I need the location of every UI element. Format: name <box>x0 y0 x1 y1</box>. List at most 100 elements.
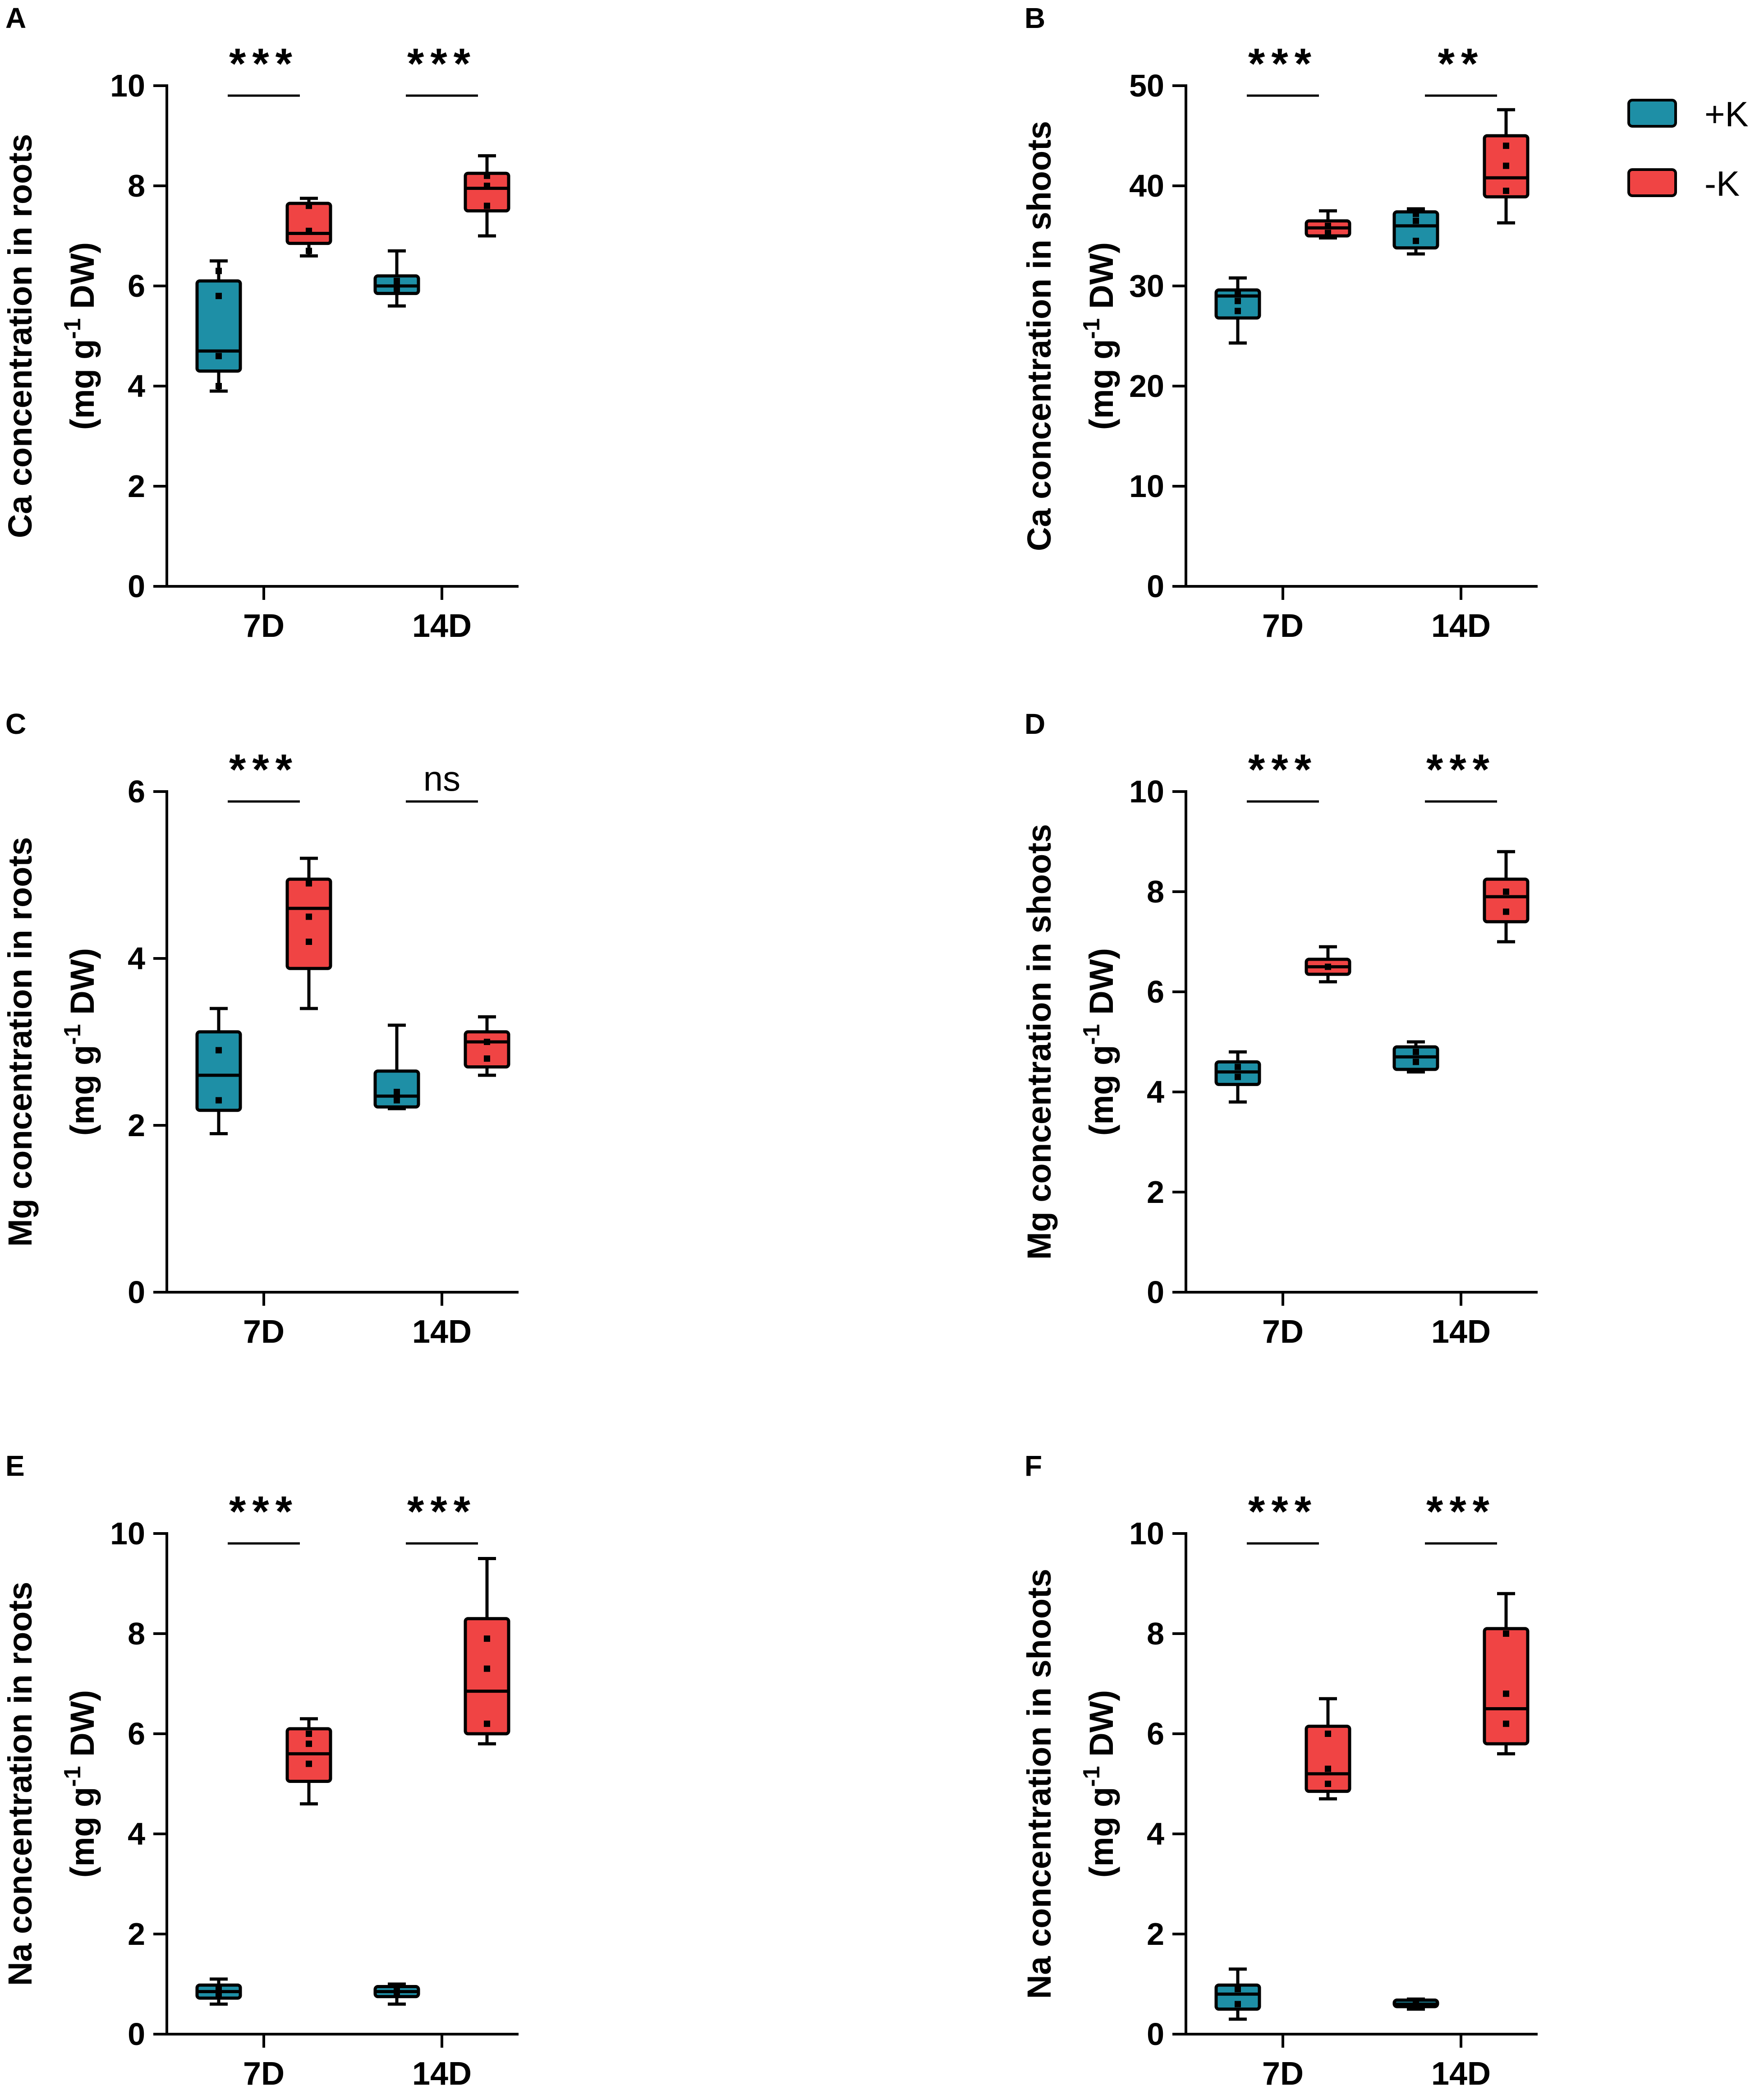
panel-F-box-plusK-14D <box>1392 1997 1439 2011</box>
legend-item-minusK: -K <box>1627 164 1740 203</box>
panel-E-xtick-label: 7D <box>243 2056 285 2092</box>
panel-B-data-point <box>1503 143 1509 149</box>
panel-C-ylabel-line1: Mg concentration in roots <box>1 837 39 1247</box>
panel-B-letter: B <box>1024 2 1045 34</box>
panel-E-sig-label: *** <box>407 1488 477 1536</box>
panel-F-data-point <box>1325 1765 1331 1772</box>
panel-D-ytick-label: 10 <box>1129 774 1164 809</box>
panel-B-data-point <box>1235 308 1241 314</box>
panel-C: C Mg concentration in roots (mg g-1 DW) 0 2 4… <box>1 708 519 1350</box>
panel-B-data-point <box>1235 290 1241 297</box>
panel-A-ytick-label: 10 <box>110 68 145 103</box>
panel-B-ytick-label: 10 <box>1129 469 1164 504</box>
panel-E-ytick-label: 2 <box>128 1916 145 1952</box>
legend-swatch-minusK <box>1627 168 1677 197</box>
panel-E-data-point <box>306 1731 312 1737</box>
panel-A-data-point <box>306 227 312 234</box>
panel-D-box-plusK-7D <box>1214 1050 1261 1104</box>
panel-C-xtick-label: 14D <box>412 1314 472 1350</box>
panel-D-data-point <box>1413 1059 1419 1065</box>
legend-swatch-plusK <box>1627 99 1677 128</box>
legend: +K -K <box>1627 94 1749 203</box>
panel-E-sig-label: *** <box>229 1488 299 1536</box>
panel-B-data-point <box>1413 217 1419 224</box>
panel-B-data-point <box>1325 230 1331 236</box>
panel-C-sig-label: ns <box>423 759 460 798</box>
panel-B-sig-label: *** <box>1248 40 1318 88</box>
panel-B-data-point <box>1413 238 1419 244</box>
panel-B-ytick-label: 0 <box>1147 569 1164 604</box>
panel-D-data-point <box>1503 908 1509 915</box>
panel-B-xtick-label: 14D <box>1431 608 1491 644</box>
panel-D-ylabel: Mg concentration in shoots (mg g-1 DW) <box>1020 824 1120 1260</box>
panel-E-letter: E <box>5 1450 25 1482</box>
panel-F-box-minusK-14D <box>1483 1592 1530 1755</box>
panel-C-box-plusK-7D <box>195 1007 242 1135</box>
panel-E-ylabel-line2: (mg g-1 DW) <box>60 1690 101 1878</box>
panel-A-data-point <box>484 203 490 209</box>
panel-E-data-point <box>484 1665 490 1672</box>
panel-F-box-body <box>1483 1627 1530 1745</box>
panel-C-ytick-label: 0 <box>128 1275 145 1310</box>
panel-F-ytick-label: 10 <box>1129 1516 1164 1551</box>
panel-C-data-point <box>484 1055 490 1062</box>
panel-D-data-point <box>1325 963 1331 970</box>
panel-E-ytick-label: 6 <box>128 1716 145 1751</box>
panel-C-data-point <box>394 1097 400 1104</box>
panel-A-data-point <box>394 283 400 289</box>
panel-A-box-minusK-14D <box>464 154 510 238</box>
panel-F-ytick-label: 2 <box>1147 1916 1164 1952</box>
panel-B-xtick-label: 7D <box>1262 608 1304 644</box>
panel-B-box-plusK-7D <box>1214 276 1261 345</box>
panel-F-box-plusK-7D <box>1214 1967 1261 2021</box>
panel-A-ytick-label: 4 <box>128 368 145 404</box>
panel-C-ytick-label: 2 <box>128 1108 145 1143</box>
panel-E-box-plusK-14D <box>373 1982 420 2006</box>
panel-A-box-body <box>195 279 242 373</box>
legend-label-plusK: +K <box>1704 94 1749 134</box>
panel-B-ytick-label: 30 <box>1129 268 1164 304</box>
legend-label-minusK: -K <box>1704 164 1740 203</box>
panel-E-box-minusK-7D <box>285 1717 332 1805</box>
panel-B-ylabel-line1: Ca concentration in shoots <box>1020 121 1058 551</box>
panel-E-data-point <box>484 1720 490 1727</box>
panel-D-data-point <box>1235 1064 1241 1070</box>
panel-E-data-point <box>394 1986 400 1993</box>
panel-A-box-plusK-14D <box>373 249 420 308</box>
panel-C-letter: C <box>5 708 26 740</box>
panel-A-xtick-label: 14D <box>412 608 472 644</box>
panel-A-data-point <box>484 172 490 179</box>
panel-A-box-minusK-7D <box>285 197 332 258</box>
panel-C-sig-label: *** <box>229 746 299 794</box>
panel-C-data-point <box>216 1047 222 1054</box>
panel-F-ylabel: Na concentration in shoots (mg g-1 DW) <box>1020 1569 1120 1999</box>
panel-C-ytick-label: 4 <box>128 941 145 976</box>
panel-F-ytick-label: 0 <box>1147 2017 1164 2052</box>
panel-D: D Mg concentration in shoots (mg g-1 DW) 0 2… <box>1020 708 1538 1350</box>
panel-C-data-point <box>484 1039 490 1045</box>
panel-F-data-point <box>1503 1720 1509 1727</box>
panel-B-box-minusK-14D <box>1483 108 1530 225</box>
panel-F: F Na concentration in shoots (mg g-1 DW) 0 2… <box>1020 1450 1538 2092</box>
panel-F-data-point <box>1235 1986 1241 1993</box>
panel-A-data-point <box>306 248 312 254</box>
panel-E-box-minusK-14D <box>464 1557 510 1745</box>
panel-F-data-point <box>1413 2001 1419 2008</box>
panel-C-data-point <box>216 1097 222 1104</box>
panel-E-ytick-label: 0 <box>128 2017 145 2052</box>
panel-A-ylabel-line1: Ca concentration in roots <box>1 134 39 538</box>
panel-B-box-plusK-14D <box>1392 207 1439 256</box>
panel-A-data-point <box>216 293 222 299</box>
panel-E-xtick-label: 14D <box>412 2056 472 2092</box>
panel-D-data-point <box>1503 889 1509 895</box>
panel-B-data-point <box>1503 162 1509 169</box>
panel-A-box-body <box>285 202 332 245</box>
panel-E-data-point <box>216 1991 222 1998</box>
panel-D-letter: D <box>1024 708 1045 740</box>
panel-A-data-point <box>394 277 400 284</box>
panel-B: B Ca concentration in shoots (mg g-1 DW) 0 1… <box>1020 2 1538 644</box>
panel-F-sig-label: *** <box>1248 1488 1318 1536</box>
panel-B-data-point <box>1235 298 1241 304</box>
panel-F-xtick-label: 14D <box>1431 2056 1491 2092</box>
